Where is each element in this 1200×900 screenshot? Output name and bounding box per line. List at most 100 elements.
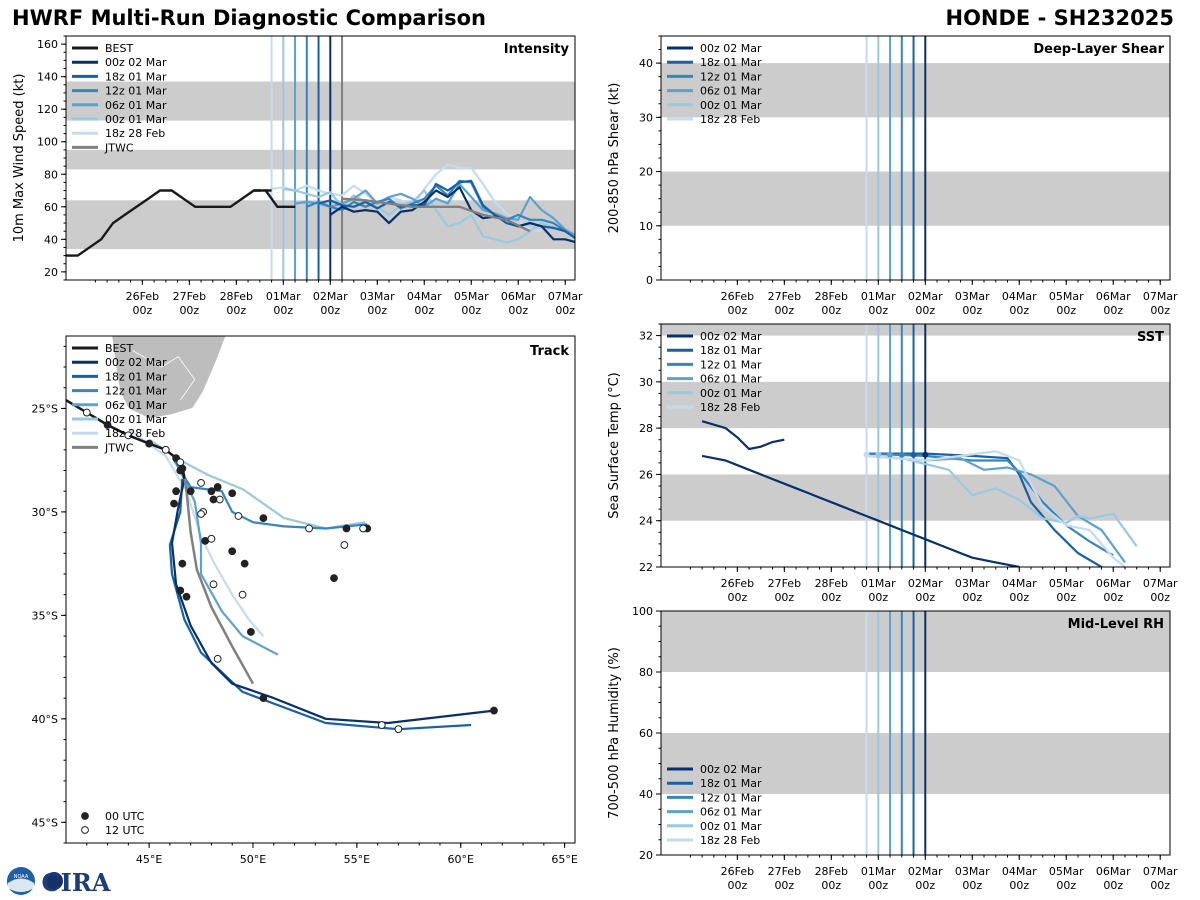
- track-00utc-marker: [228, 489, 237, 498]
- intensity-y-tick-label: 20: [44, 266, 58, 279]
- intensity-run-line: [294, 182, 575, 237]
- panel-sst: 22242628303226Feb00z27Feb00z28Feb00z01Ma…: [607, 323, 1178, 604]
- intensity-y-tick-label: 140: [37, 71, 58, 84]
- rh-x-tick-hour: 00z: [821, 879, 841, 892]
- shear-x-tick-hour: 00z: [1150, 304, 1170, 317]
- track-x-tick-label: 50°E: [240, 853, 266, 866]
- sst-init-marker: [910, 451, 917, 458]
- track-12utc-marker: [207, 534, 216, 543]
- rh-x-tick-label: 28Feb: [815, 865, 848, 878]
- sst-init-marker: [898, 451, 905, 458]
- rh-shade-band: [661, 611, 1170, 672]
- rh-x-tick-label: 01Mar: [861, 865, 896, 878]
- track-y-tick-label: 35°S: [32, 609, 58, 622]
- intensity-y-tick-label: 120: [37, 103, 58, 116]
- track-00utc-marker: [172, 487, 181, 496]
- shear-x-tick-label: 07Mar: [1143, 290, 1178, 303]
- sst-legend-label: 18z 28 Feb: [700, 401, 760, 414]
- intensity-shade-band: [66, 81, 575, 121]
- track-12utc-marker: [234, 512, 243, 520]
- rh-x-tick-label: 04Mar: [1002, 865, 1037, 878]
- sst-x-tick-label: 28Feb: [815, 577, 848, 590]
- rh-x-tick-label: 06Mar: [1096, 865, 1131, 878]
- track-12utc-marker: [213, 654, 222, 663]
- rh-x-tick-label: 07Mar: [1143, 865, 1178, 878]
- shear-x-tick-hour: 00z: [821, 304, 841, 317]
- rh-x-tick-label: 02Mar: [908, 865, 943, 878]
- track-run-line: [175, 461, 279, 656]
- intensity-x-tick-hour: 00z: [555, 304, 575, 317]
- track-00utc-marker: [228, 547, 237, 556]
- shear-y-tick-label: 40: [639, 57, 653, 70]
- cira-logo-text: CIRA: [42, 868, 111, 896]
- shear-shade-band: [661, 171, 1170, 226]
- intensity-run-line: [329, 186, 575, 244]
- track-00utc-marker: [240, 559, 249, 568]
- sst-run-line: [701, 454, 1020, 567]
- track-title: Track: [530, 344, 569, 359]
- intensity-shade-band: [66, 149, 575, 170]
- sst-x-tick-label: 05Mar: [1049, 577, 1084, 590]
- rh-x-tick-label: 03Mar: [955, 865, 990, 878]
- sst-x-tick-label: 26Feb: [721, 577, 754, 590]
- sst-legend-label: 06z 01 Mar: [700, 373, 762, 386]
- shear-x-tick-hour: 00z: [962, 304, 982, 317]
- sst-run-line: [866, 454, 1138, 547]
- sst-x-tick-hour: 00z: [774, 591, 794, 604]
- intensity-y-axis-label: 10m Max Wind Speed (kt): [12, 74, 27, 243]
- shear-x-tick-label: 06Mar: [1096, 290, 1131, 303]
- shear-shade-band: [661, 63, 1170, 118]
- sst-init-marker: [875, 451, 882, 458]
- shear-legend-label: 00z 02 Mar: [700, 42, 762, 55]
- track-00utc-marker: [330, 574, 338, 583]
- track-legend-12utc-label: 12 UTC: [105, 824, 145, 837]
- rh-legend-label: 18z 28 Feb: [700, 834, 760, 847]
- intensity-x-tick-label: 26Feb: [126, 290, 159, 303]
- track-00utc-marker: [170, 499, 178, 508]
- intensity-x-tick-hour: 00z: [179, 304, 199, 317]
- track-12utc-marker: [394, 725, 403, 734]
- rh-legend-label: 06z 01 Mar: [700, 806, 762, 819]
- shear-x-tick-hour: 00z: [868, 304, 888, 317]
- sst-x-tick-label: 03Mar: [955, 577, 990, 590]
- track-00utc-marker: [209, 495, 218, 504]
- track-12utc-marker: [197, 510, 205, 518]
- rh-plot-area: [661, 611, 1170, 855]
- sst-legend-label: 18z 01 Mar: [700, 344, 762, 357]
- sst-x-tick-label: 04Mar: [1002, 577, 1037, 590]
- intensity-x-tick-label: 04Mar: [407, 290, 442, 303]
- madagascar-border: [132, 350, 196, 401]
- shear-x-tick-label: 03Mar: [955, 290, 990, 303]
- sst-y-axis-label: Sea Surface Temp (°C): [607, 372, 622, 519]
- shear-legend-label: 18z 28 Feb: [700, 113, 760, 126]
- intensity-best-line: [66, 189, 296, 257]
- track-12utc-marker: [197, 479, 205, 487]
- sst-run-line: [866, 450, 1126, 567]
- sst-y-tick-label: 32: [639, 330, 653, 343]
- intensity-run-line: [283, 187, 554, 244]
- rh-y-tick-label: 40: [639, 788, 653, 801]
- shear-x-tick-hour: 00z: [1103, 304, 1123, 317]
- storm-id-title: HONDE - SH232025: [945, 6, 1175, 30]
- intensity-x-tick-label: 07Mar: [548, 290, 583, 303]
- shear-y-tick-label: 30: [639, 111, 653, 124]
- intensity-x-tick-label: 05Mar: [454, 290, 489, 303]
- sst-y-tick-label: 26: [639, 468, 653, 481]
- sst-x-tick-hour: 00z: [727, 591, 747, 604]
- track-legend-00utc-marker: [81, 812, 89, 820]
- sst-title: SST: [1137, 330, 1164, 345]
- sst-x-tick-hour: 00z: [915, 591, 935, 604]
- noaa-logo-text: NOAA: [14, 874, 29, 880]
- cira-logo: NOAA CIRA: [7, 867, 111, 896]
- track-legend-label: BEST: [105, 342, 133, 355]
- rh-x-tick-hour: 00z: [915, 879, 935, 892]
- intensity-run-line: [306, 179, 575, 240]
- shear-legend-label: 18z 01 Mar: [700, 56, 762, 69]
- shear-x-tick-hour: 00z: [727, 304, 747, 317]
- track-x-tick-label: 45°E: [136, 853, 162, 866]
- track-best-12utc-marker: [82, 408, 91, 417]
- sst-init-marker: [922, 451, 929, 458]
- track-x-tick-label: 60°E: [448, 853, 474, 866]
